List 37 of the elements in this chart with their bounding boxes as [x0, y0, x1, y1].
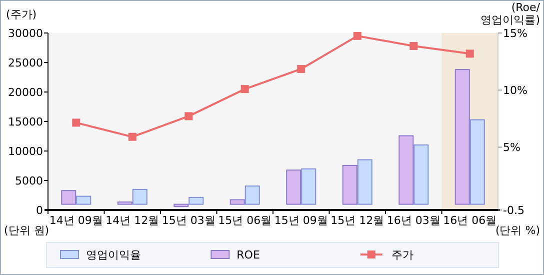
point	[72, 118, 80, 127]
legend-item: 주가	[360, 248, 414, 262]
point	[128, 132, 136, 141]
legend-label: 주가	[391, 248, 414, 262]
legend-item: 영업이익율	[60, 248, 141, 262]
text: (단위 %)	[495, 224, 540, 237]
text: (단위 원)	[4, 224, 50, 237]
legend-label: 영업이익율	[86, 248, 141, 262]
y-tick-label: 25000	[8, 56, 43, 70]
point	[410, 42, 418, 50]
point	[466, 50, 474, 58]
x-tick-label: 15년 03월	[162, 214, 216, 227]
x-tick-label: 14년 09월	[49, 214, 103, 227]
x-tick-label: 15년 09월	[274, 214, 328, 227]
x-tick-label: 15년 06월	[218, 214, 272, 227]
point	[240, 85, 249, 94]
x-tick-label: 14년 12월	[106, 214, 160, 227]
point	[353, 32, 362, 40]
x-tick-label: 15년 12월	[330, 214, 384, 227]
y2-tick-label: 15%	[503, 27, 528, 40]
y-tick-label: 20000	[8, 86, 43, 99]
y2-tick-label: 5%	[503, 141, 520, 154]
legend-label: ROE	[236, 248, 260, 262]
y2-axis-title: (Roe/ 영업이익률)	[480, 1, 540, 27]
y-tick-label: 10000	[8, 145, 43, 158]
x-tick-label: 16년 06월	[443, 214, 497, 227]
point	[184, 112, 193, 120]
y-tick-label: 5000	[15, 174, 43, 188]
legend-item: ROE	[210, 248, 260, 262]
y-tick-label: 0	[36, 204, 43, 217]
y2-tick-label: -0.5	[503, 204, 524, 217]
y-tick-label: 30000	[8, 27, 43, 40]
point	[297, 64, 306, 73]
y-tick-label: 15000	[8, 116, 43, 128]
y-axis-title: (주가)	[6, 8, 37, 21]
y2-tick-label: 10%	[503, 84, 528, 98]
x-tick-label: 16년 03월	[386, 214, 440, 227]
